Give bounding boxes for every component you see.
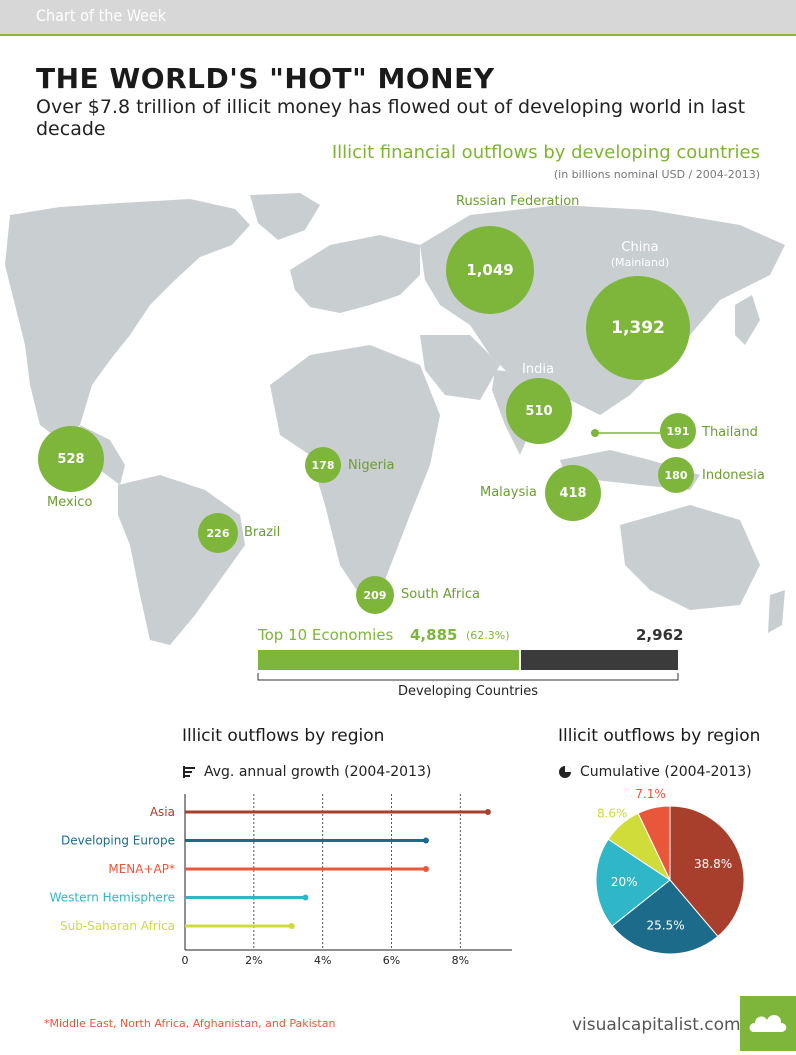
bubble-brazil: 226	[198, 513, 238, 553]
pie-slice-label: 8.6%	[597, 807, 628, 821]
page-title: THE WORLD'S "HOT" MONEY	[36, 62, 495, 95]
pie-chart-icon	[559, 766, 571, 778]
bubble-malaysia: 418	[545, 465, 601, 521]
bubble-china: 1,392	[586, 276, 690, 380]
brand-url[interactable]: visualcapitalist.com	[572, 1015, 741, 1035]
pie-slice	[611, 879, 719, 955]
bar-chart-subtitle: Avg. annual growth (2004-2013)	[204, 764, 432, 780]
summary-rest-value: 2,962	[636, 626, 684, 644]
map-note: (in billions nominal USD / 2004-2013)	[553, 168, 760, 181]
bar-category-label: Sub-Saharan Africa	[60, 919, 175, 933]
bar-category-label: Western Hemisphere	[50, 891, 175, 905]
bar-chart-subtitle-row: Avg. annual growth (2004-2013)	[182, 764, 431, 780]
summary-axis-label: Developing Countries	[397, 684, 539, 699]
brand-logo	[740, 996, 796, 1051]
bar-category-label: MENA+AP*	[108, 862, 175, 876]
page-subtitle: Over $7.8 trillion of illicit money has …	[36, 96, 746, 140]
pie-slice	[669, 805, 745, 938]
bubble-thailand: 191	[660, 413, 696, 449]
pie-slice-label: 7.1%	[635, 787, 666, 801]
bar-end-dot	[484, 809, 491, 815]
summary-bar-top10	[258, 650, 519, 670]
cloud-icon	[749, 1014, 787, 1032]
label-malaysia: Malaysia	[480, 485, 537, 500]
bar-end-dot	[288, 923, 295, 929]
label-mexico: Mexico	[47, 495, 93, 510]
bubble-mexico: 528	[38, 426, 104, 492]
bar-tick-label: 4%	[314, 954, 331, 967]
bar-end-dot	[302, 894, 309, 901]
pie-chart: 38.8% 25.5% 20% 8.6% 7.1%	[595, 787, 745, 955]
summary-bracket	[257, 673, 679, 681]
bar-end-dot	[422, 837, 429, 844]
pie-slice	[637, 805, 671, 881]
bar-tick-label: 0	[182, 954, 189, 967]
thailand-leader-line	[591, 429, 660, 437]
label-south-africa: South Africa	[401, 587, 480, 602]
bar-tick-label: 2%	[245, 954, 262, 967]
bubble-india: 510	[506, 378, 572, 444]
pie-slice-label: 38.8%	[694, 857, 732, 871]
top-banner: Chart of the Week	[0, 0, 796, 36]
bubble-indonesia: 180	[658, 457, 694, 493]
label-nigeria: Nigeria	[348, 458, 395, 473]
bar-end-dot	[422, 866, 429, 872]
label-indonesia: Indonesia	[702, 468, 765, 483]
bubble-south-africa: 209	[356, 576, 394, 614]
label-thailand: Thailand	[702, 425, 758, 440]
summary-top-pct: (62.3%)	[466, 629, 510, 642]
pie-slice-label: 25.5%	[646, 919, 684, 933]
bar-chart-title: Illicit outflows by region	[182, 726, 385, 746]
bubble-russia: 1,049	[446, 226, 534, 314]
map-title: Illicit financial outflows by developing…	[331, 142, 760, 163]
summary-bar-rest	[521, 650, 678, 670]
pie-slice-label: 20%	[611, 875, 638, 889]
bar-category-label: Asia	[150, 805, 175, 819]
bar-tick-label: 8%	[452, 954, 469, 967]
bar-category-label: Developing Europe	[61, 834, 175, 848]
bar-chart-icon	[183, 766, 195, 778]
footnote: *Middle East, North Africa, Afghanistan,…	[44, 1017, 336, 1030]
label-russia: Russian Federation	[456, 194, 580, 209]
label-china: China	[621, 240, 659, 255]
summary-top-value: 4,885	[410, 626, 458, 644]
pie-chart-subtitle-row: Cumulative (2004-2013)	[558, 764, 752, 780]
pie-chart-title: Illicit outflows by region	[558, 726, 761, 746]
banner-tag: Chart of the Week	[36, 6, 167, 25]
pie-slice	[595, 838, 671, 927]
label-brazil: Brazil	[244, 525, 281, 540]
bar-chart: 0 2% 4% 6% 8% Asia Developing Europe MENA+AP* We…	[50, 794, 512, 967]
label-china-sub: (Mainland)	[610, 256, 670, 269]
summary-top-label: Top 10 Economies	[258, 626, 394, 644]
bar-tick-label: 6%	[383, 954, 400, 967]
bubble-nigeria: 178	[305, 447, 341, 483]
label-india: India	[522, 362, 554, 377]
pie-chart-subtitle: Cumulative (2004-2013)	[580, 764, 752, 780]
